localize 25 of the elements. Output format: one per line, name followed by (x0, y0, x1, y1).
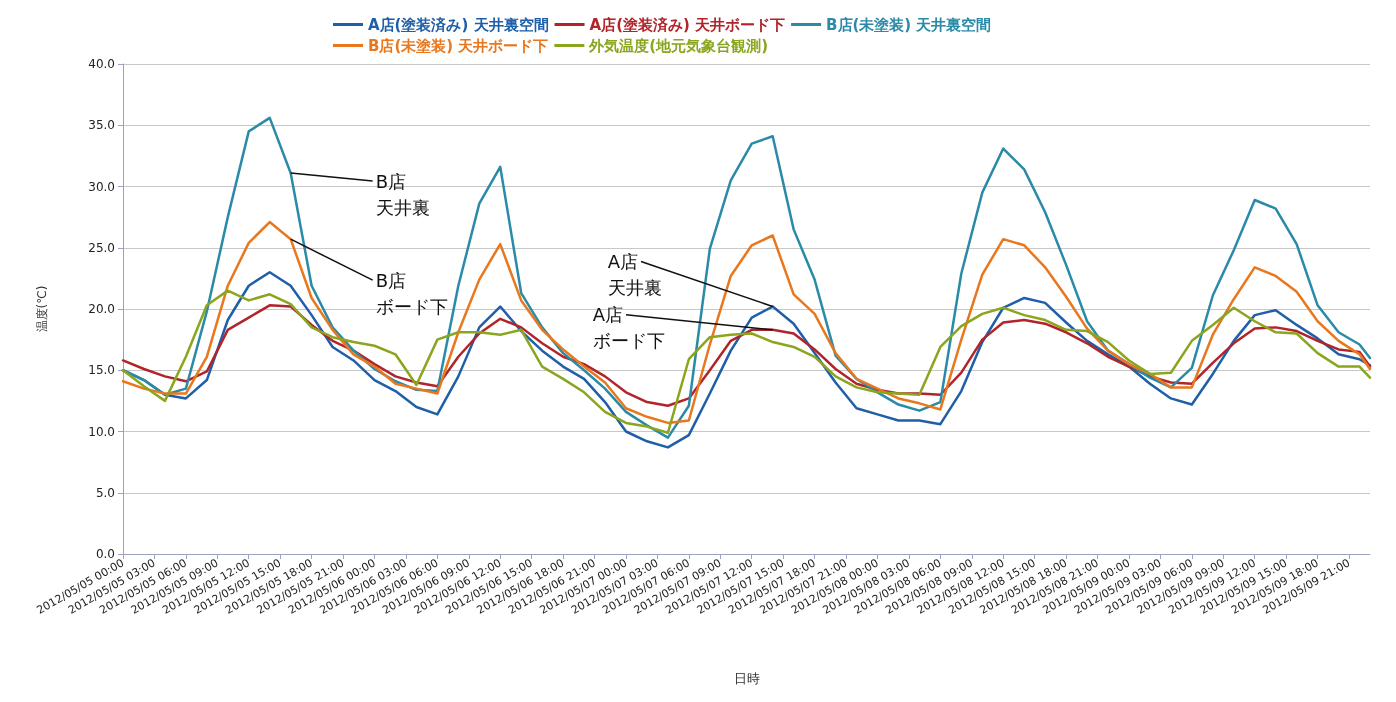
annotation: A店 (592, 304, 624, 326)
annotation: A店 (607, 251, 639, 273)
annotation: 天井裏 (375, 196, 430, 218)
y-tick-label: 20.0 (88, 302, 115, 316)
y-tick-label: 40.0 (88, 57, 115, 71)
y-tick-label: 0.0 (95, 547, 115, 561)
legend-label: B店(未塗装) 天井ボード下 (368, 36, 549, 55)
annotation: ボード下 (592, 330, 665, 352)
y-axis-title: 温度(℃) (35, 285, 49, 333)
legend-label: A店(塗装済み) 天井ボード下 (589, 15, 786, 34)
y-tick-label: 5.0 (95, 485, 115, 500)
annotation: B店 (375, 269, 407, 291)
annotation: ボード下 (375, 295, 448, 317)
x-axis-title: 日時 (733, 671, 760, 686)
y-tick-label: 15.0 (88, 363, 115, 378)
y-tick-label: 25.0 (88, 240, 115, 255)
y-tick-label: 30.0 (88, 179, 115, 194)
legend-label: 外気温度(地元気象台観測) (588, 36, 769, 55)
legend-label: B店(未塗装) 天井裏空間 (826, 15, 992, 34)
annotation: 天井裏 (607, 277, 662, 299)
y-tick-label: 35.0 (88, 118, 115, 133)
line-series (121, 220, 1372, 425)
annotation: B店 (375, 170, 407, 192)
legend-label: A店(塗装済み) 天井裏空間 (368, 15, 549, 34)
y-tick-label: 10.0 (88, 424, 115, 439)
